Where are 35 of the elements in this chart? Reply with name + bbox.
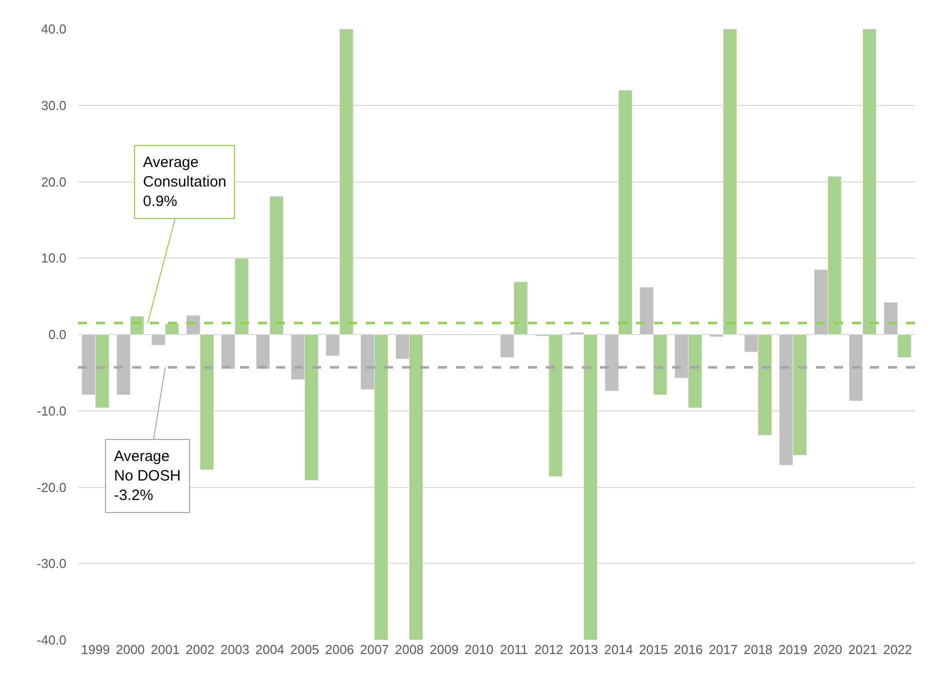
- y-tick-label: 0.0: [48, 327, 66, 342]
- x-tick-label: 2020: [813, 642, 842, 657]
- x-tick-label: 2000: [116, 642, 145, 657]
- x-tick-label: 2009: [430, 642, 459, 657]
- y-tick-label: -20.0: [36, 480, 66, 495]
- x-tick-label: 2013: [569, 642, 598, 657]
- x-tick-label: 2018: [744, 642, 773, 657]
- y-tick-label: 20.0: [41, 174, 66, 190]
- y-tick-label: 30.0: [41, 98, 66, 113]
- x-tick-label: 2006: [325, 642, 354, 657]
- x-tick-label: 2008: [394, 642, 424, 657]
- x-tick-label: 2011: [500, 642, 528, 657]
- ref-line-label: Average Consultation 0.9%: [143, 154, 226, 210]
- x-tick-label: 2003: [220, 642, 250, 657]
- y-tick-label: 40.0: [41, 22, 66, 37]
- x-tick-label: 2021: [848, 642, 878, 657]
- x-tick-label: 2012: [534, 642, 564, 657]
- x-tick-label: 2014: [604, 642, 634, 657]
- x-tick-label: 2017: [708, 642, 738, 657]
- x-tick-label: 2019: [778, 642, 808, 657]
- x-tick-label: 2005: [290, 642, 320, 657]
- x-tick-label: 2015: [638, 642, 668, 657]
- x-tick-label: 2016: [674, 642, 703, 657]
- x-tick-label: 2007: [360, 642, 389, 657]
- y-tick-label: -30.0: [36, 556, 66, 572]
- x-tick-label: 2010: [464, 642, 494, 657]
- y-tick-label: 10.0: [41, 250, 66, 266]
- y-tick-label: -40.0: [36, 632, 66, 648]
- ref-line-label: Average No DOSH -3.2%: [114, 448, 181, 504]
- x-tick-label: 1999: [80, 642, 110, 657]
- x-tick-label: 2001: [150, 642, 180, 657]
- y-tick-label: -10.0: [36, 403, 66, 418]
- x-tick-label: 2004: [255, 642, 284, 657]
- x-tick-label: 2022: [883, 642, 912, 657]
- x-tick-label: 2002: [186, 642, 215, 657]
